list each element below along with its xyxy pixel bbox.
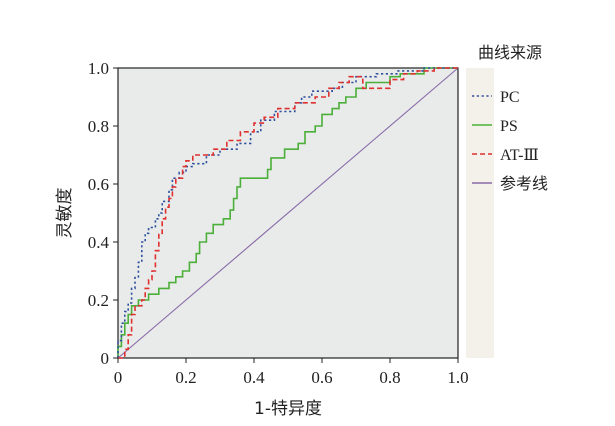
y-axis-title: 灵敏度: [55, 188, 75, 239]
legend-label-1: PS: [500, 118, 518, 135]
y-tick-label-4: 0.8: [88, 117, 109, 136]
legend-label-0: PC: [500, 89, 520, 106]
x-axis-title: 1-特异度: [254, 399, 322, 419]
legend-panel: [466, 68, 494, 358]
legend-label-3: 参考线: [500, 174, 548, 193]
x-tick-label-2: 0.4: [243, 368, 265, 387]
y-tick-label-3: 0.6: [88, 175, 109, 194]
y-tick-label-1: 0.2: [88, 291, 109, 310]
legend-title: 曲线来源: [478, 43, 542, 62]
x-tick-label-4: 0.8: [379, 368, 400, 387]
x-tick-label-5: 1.0: [447, 368, 468, 387]
y-tick-label-5: 1.0: [88, 59, 109, 78]
series-line-1: [117, 67, 458, 358]
series-layer: [117, 67, 459, 359]
x-tick-label-3: 0.6: [311, 368, 332, 387]
series-line-2: [118, 67, 458, 359]
legend-label-2: AT-Ⅲ: [500, 147, 539, 164]
x-tick-label-0: 0: [114, 368, 123, 387]
legend: PC PS AT-Ⅲ 参考线: [472, 89, 548, 193]
series-line-3: [117, 67, 459, 359]
ticks-layer: 0 0.2 0.4 0.6 0.8 1.0 0 0.2 0.4 0.6 0.8 1.0: [88, 59, 469, 387]
y-tick-label-2: 0.4: [88, 233, 110, 252]
x-tick-label-1: 0.2: [175, 368, 196, 387]
y-tick-label-0: 0: [101, 349, 110, 368]
